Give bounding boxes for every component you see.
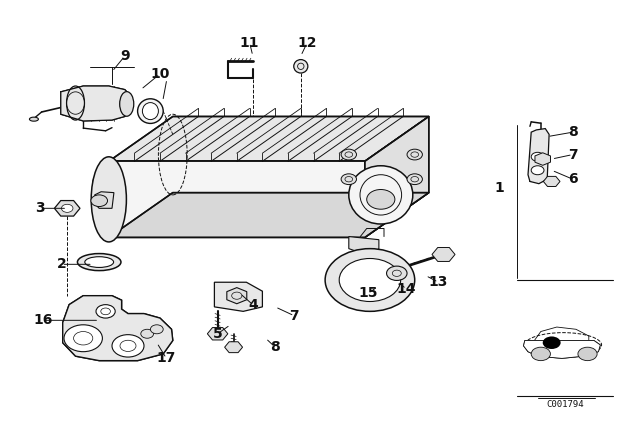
Circle shape [112,335,144,357]
Circle shape [141,329,154,338]
Circle shape [91,195,108,207]
Ellipse shape [138,99,163,123]
Circle shape [531,347,550,361]
Polygon shape [214,282,262,311]
Polygon shape [528,129,549,184]
Circle shape [407,149,422,160]
Text: 6: 6 [568,172,578,186]
Circle shape [150,325,163,334]
Ellipse shape [120,91,134,116]
Text: 11: 11 [240,35,259,50]
Ellipse shape [29,117,38,121]
Text: 10: 10 [150,67,170,81]
Circle shape [578,347,597,361]
Ellipse shape [85,257,114,267]
Polygon shape [524,340,600,358]
Circle shape [367,190,395,209]
Ellipse shape [92,157,127,242]
Circle shape [387,266,407,280]
Circle shape [325,249,415,311]
Polygon shape [109,116,429,161]
Text: 16: 16 [34,313,53,327]
Text: 8: 8 [270,340,280,354]
Circle shape [341,174,356,185]
Text: C001794: C001794 [547,400,584,409]
Text: 8: 8 [568,125,578,139]
Circle shape [64,325,102,352]
Text: 2: 2 [56,257,67,271]
Circle shape [341,149,356,160]
Circle shape [407,174,422,185]
Circle shape [96,305,115,318]
Polygon shape [63,296,173,361]
Text: 12: 12 [298,35,317,50]
Ellipse shape [77,254,121,271]
Circle shape [531,166,544,175]
Text: 9: 9 [120,49,130,63]
Text: 15: 15 [358,286,378,301]
Ellipse shape [349,166,413,224]
Text: 4: 4 [248,297,258,312]
Text: 7: 7 [568,147,578,162]
Text: 13: 13 [429,275,448,289]
Polygon shape [365,116,429,237]
Text: 3: 3 [35,201,45,215]
Text: 14: 14 [397,282,416,296]
Ellipse shape [142,103,158,120]
Circle shape [543,336,561,349]
Text: 5: 5 [212,327,223,341]
Text: 1: 1 [494,181,504,195]
Polygon shape [109,193,429,237]
Circle shape [61,204,73,212]
Text: 7: 7 [289,309,300,323]
Polygon shape [349,237,379,253]
Polygon shape [95,192,114,208]
Ellipse shape [294,60,308,73]
Polygon shape [61,86,131,121]
Circle shape [339,258,401,302]
Text: 17: 17 [157,351,176,366]
Polygon shape [109,161,365,237]
Circle shape [531,152,544,161]
